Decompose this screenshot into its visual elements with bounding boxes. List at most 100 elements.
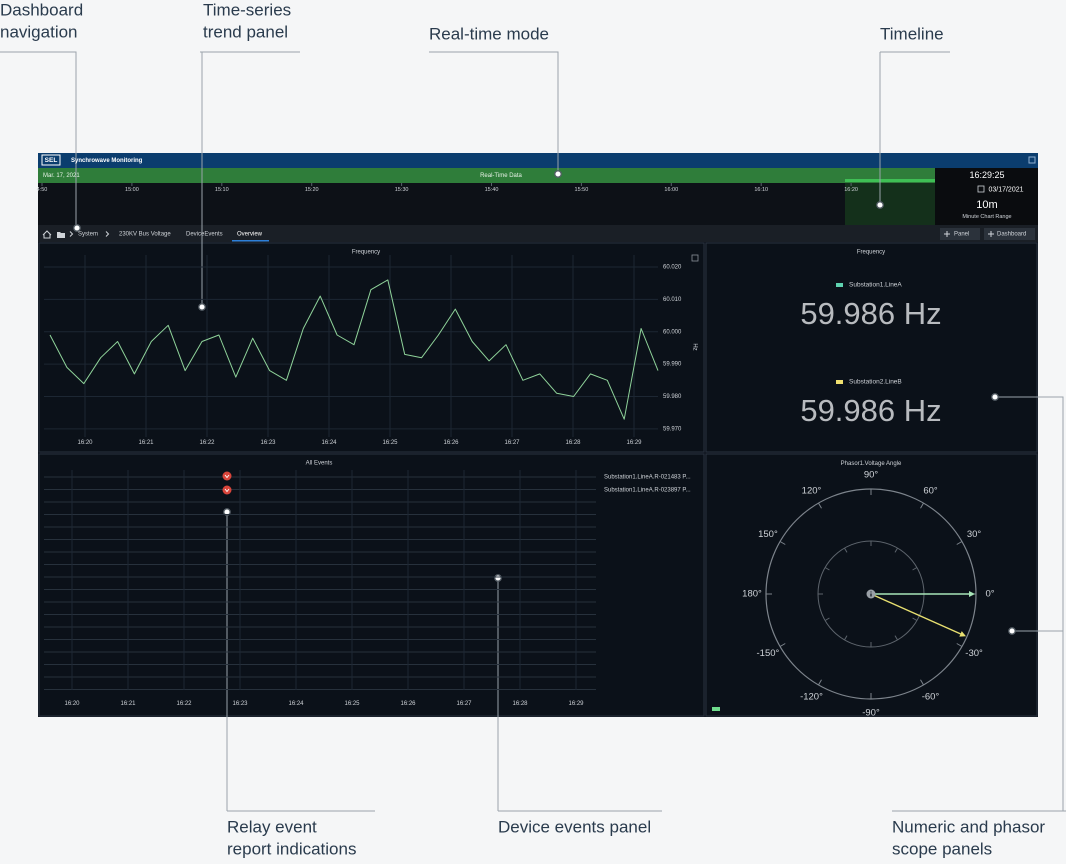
x-tick-label: 16:23 [232,701,248,707]
angle-tick [956,643,963,647]
callout-dot [554,170,562,178]
angle-label: 0° [985,589,994,600]
angle-tick [824,567,830,571]
folder-icon[interactable] [57,232,65,238]
callout-line [0,51,77,228]
legend-label: Substation2.LineB [849,379,902,386]
add-dashboard-button[interactable] [984,228,1035,240]
callout-label: Relay event [227,817,317,836]
callout-label: Device events panel [498,817,651,836]
relay-event-marker[interactable] [222,471,232,481]
callout-label: Numeric and phasor [892,817,1045,836]
timeline-tick-label: 16:10 [754,187,768,193]
breadcrumb[interactable]: System [78,232,98,238]
add-panel-button[interactable] [940,228,980,240]
legend-swatch [712,707,720,711]
angle-label: 180° [742,589,762,600]
event-item[interactable]: Substation1.LineA.R-023897 P... [604,488,691,494]
angle-tick [920,679,924,686]
numeric-reading: 59.986 Hz [800,393,941,428]
clock-date: 03/17/2021 [988,186,1023,193]
angle-tick [818,679,822,686]
callout-dot [73,224,81,232]
callout-dot [494,574,502,582]
frequency-trace [49,279,659,420]
angle-tick [894,635,898,641]
realtime-bar [38,168,1038,183]
panel-title: Frequency [857,250,885,256]
calendar-icon [977,185,985,193]
callout-label: Timeline [880,24,944,43]
chart-range: 10m [976,199,997,211]
timeline [38,183,935,225]
timeline-tick-label: 15:50 [575,187,589,193]
x-tick-label: 16:27 [504,440,520,446]
angle-tick [824,617,830,621]
angle-label: -60° [922,692,940,703]
date-label: Mar. 17, 2021 [43,173,80,179]
y-tick-label: 60.020 [663,265,682,271]
x-tick-label: 16:26 [400,701,416,707]
x-tick-label: 16:22 [199,440,215,446]
angle-tick [912,567,918,571]
relay-event-marker[interactable] [222,485,232,495]
phasor-arrowhead [959,631,967,637]
clock: 16:29:25 [969,170,1004,180]
x-tick-label: 16:23 [260,440,276,446]
angle-label: 30° [967,529,982,540]
y-tick-label: 59.980 [663,394,682,400]
phasor-panel [705,453,1038,717]
legend-swatch [836,380,843,384]
events-panel [38,453,705,717]
callout-line [892,396,1066,812]
callout-label: Time-series [203,0,291,19]
angle-tick [844,547,848,553]
x-tick-label: 16:28 [512,701,528,707]
callout-dot [991,393,999,401]
angle-tick [894,547,898,553]
x-tick-label: 16:28 [565,440,581,446]
angle-label: -150° [757,648,780,659]
legend-swatch [836,283,843,287]
button-label[interactable]: Panel [954,232,969,238]
angle-label: -120° [800,692,823,703]
callout-label: navigation [0,22,78,41]
callout-dot [198,303,206,311]
marker-glyph [224,474,230,479]
chart-range-label: Minute Chart Range [962,214,1011,220]
y-tick-label: 59.970 [663,426,682,432]
y-axis-label: Hz [691,343,697,350]
panel-title: Phasor1.Voltage Angle [841,461,902,467]
event-item[interactable]: Substation1.LineA.R-021483 P... [604,475,691,481]
x-tick-label: 16:25 [382,440,398,446]
timeline-window [845,183,935,225]
button-label[interactable]: Dashboard [997,232,1026,238]
angle-label: 60° [923,485,938,496]
angle-label: 120° [802,485,822,496]
x-tick-label: 16:22 [176,701,192,707]
window-button[interactable] [1028,156,1036,164]
marker-glyph [224,488,230,493]
home-icon[interactable] [42,230,52,239]
y-tick-label: 60.000 [663,329,682,335]
callout-label: trend panel [203,22,288,41]
phasor-vector [870,593,961,635]
callout-line [497,578,662,812]
timeline-tick-label: 4:50 [37,187,48,193]
callout-label: Dashboard [0,0,83,19]
panel-menu-icon[interactable] [691,254,699,262]
callout-label: report indications [227,839,356,858]
legend-label: Substation1.LineA [849,282,902,289]
breadcrumb[interactable]: 230KV Bus Voltage [119,232,171,238]
x-tick-label: 16:29 [626,440,642,446]
breadcrumb[interactable]: Overview [237,232,263,238]
breadcrumb[interactable]: DeviceEvents [186,232,223,238]
y-tick-label: 60.010 [663,297,682,303]
angle-tick [779,541,786,545]
x-tick-label: 16:21 [120,701,136,707]
mode-label: Real-Time Data [480,173,522,179]
trend-panel [38,242,705,453]
callout-dot [876,201,884,209]
logo: SEL [45,157,58,164]
callout-dot [223,508,231,516]
